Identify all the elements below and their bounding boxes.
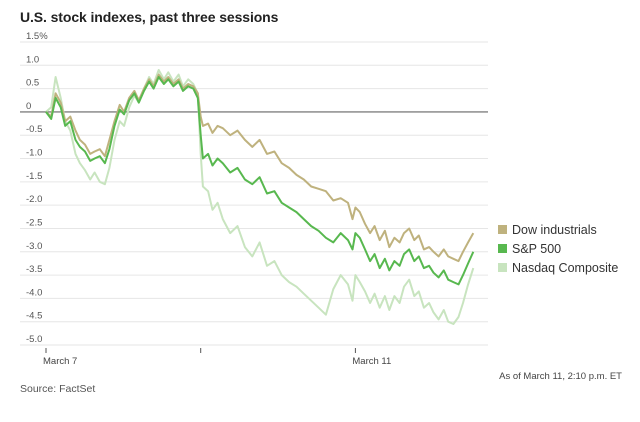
legend-swatch-dow: [498, 225, 507, 234]
x-tick-label: March 11: [352, 356, 391, 367]
y-tick-label: -4.5: [26, 311, 42, 322]
source-note: Source: FactSet: [20, 383, 96, 395]
legend-swatch-sp500: [498, 244, 507, 253]
y-tick-label: -1.5: [26, 171, 42, 182]
chart-title: U.S. stock indexes, past three sessions: [20, 9, 279, 25]
y-tick-label: -5.0: [26, 334, 42, 345]
legend-item-dow: Dow industrials: [498, 220, 618, 239]
y-tick-label: -3.5: [26, 264, 42, 275]
series-line-dow-industrials: [45, 73, 475, 263]
legend-label-dow: Dow industrials: [512, 222, 597, 237]
gridlines: [20, 41, 488, 346]
y-tick-label: 1.5%: [26, 31, 48, 42]
line-chart: 1.5% 1.0 0.5 0 -0.5 -1.0 -1.5 -2.0 -2.5 -3.0 -3.5 -…: [20, 31, 488, 367]
y-tick-label: 0: [26, 101, 31, 112]
y-tick-label: 0.5: [26, 78, 39, 89]
y-tick-label: -2.5: [26, 217, 42, 228]
y-tick-label: -0.5: [26, 124, 42, 135]
legend-item-nasdaq: Nasdaq Composite: [498, 258, 618, 277]
x-axis: March 7 March 11: [43, 348, 391, 367]
legend-label-nasdaq: Nasdaq Composite: [512, 260, 619, 275]
x-tick-label: March 7: [43, 356, 77, 367]
y-tick-label: 1.0: [26, 54, 39, 65]
y-tick-label: -2.0: [26, 194, 42, 205]
y-axis-labels: 1.5% 1.0 0.5 0 -0.5 -1.0 -1.5 -2.0 -2.5 -3.0 -3.5 -…: [26, 31, 48, 345]
legend-label-sp500: S&P 500: [512, 241, 562, 256]
y-tick-label: -1.0: [26, 148, 42, 159]
chart-legend: Dow industrials S&P 500 Nasdaq Composite: [498, 220, 618, 277]
y-tick-label: -3.0: [26, 241, 42, 252]
as-of-note: As of March 11, 2:10 p.m. ET: [499, 371, 622, 382]
series-line-nasdaq-composite: [45, 69, 475, 325]
series-lines: [45, 69, 475, 325]
y-tick-label: -4.0: [26, 287, 42, 298]
series-line-s-p-500: [45, 76, 475, 286]
legend-item-sp500: S&P 500: [498, 239, 618, 258]
legend-swatch-nasdaq: [498, 263, 507, 272]
